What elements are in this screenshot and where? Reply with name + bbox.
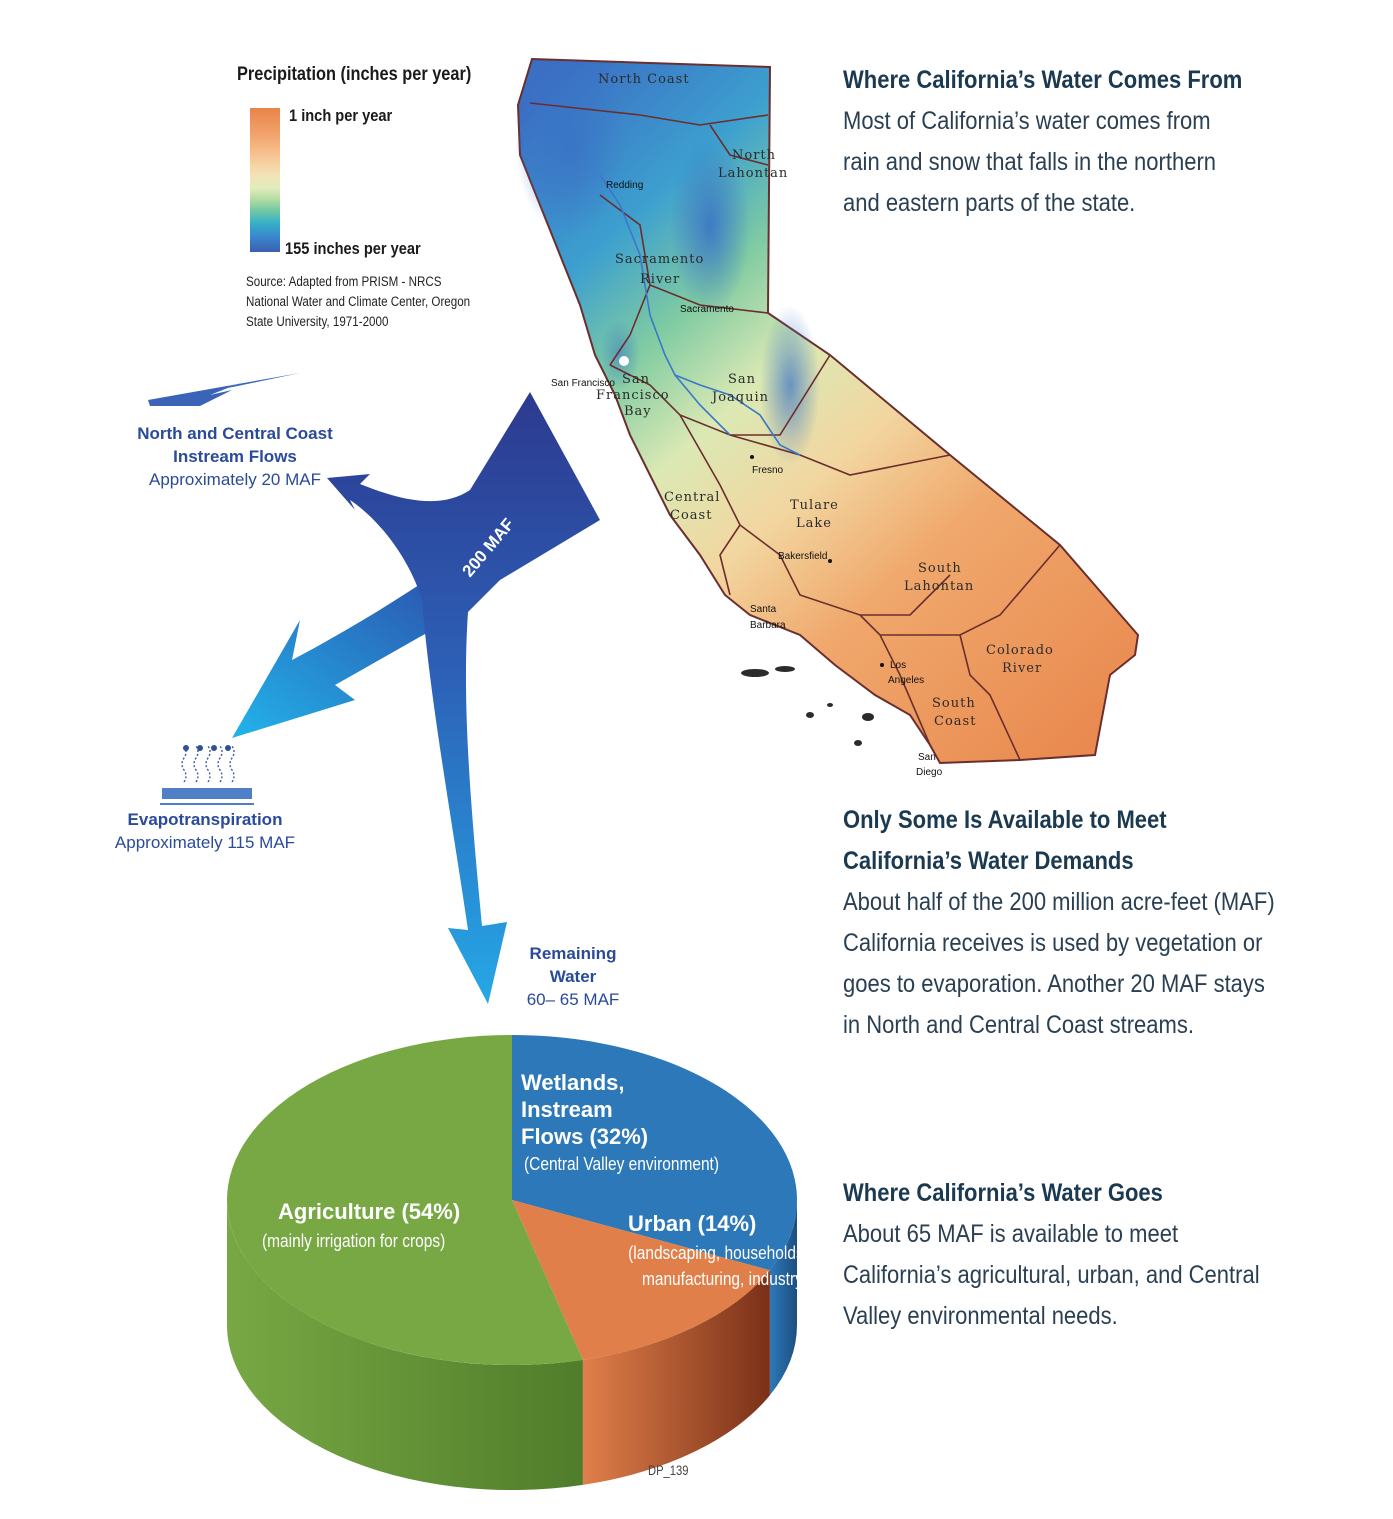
remaining-line2: Water	[549, 967, 597, 986]
section-line: California receives is used by vegetatio…	[843, 929, 1263, 957]
source-line: National Water and Climate Center, Orego…	[246, 294, 471, 309]
section-heading: Only Some Is Available to Meet	[843, 806, 1167, 834]
section-line: About half of the 200 million acre-feet …	[843, 888, 1275, 916]
region-label: South	[918, 561, 962, 576]
main-flow-arrow	[327, 392, 600, 1004]
evapotranspiration-arrow	[232, 560, 470, 738]
evapo-line1: Evapotranspiration	[127, 810, 283, 829]
region-label: Coast	[934, 714, 977, 729]
region-label: San	[728, 372, 757, 387]
region-label: Francisco	[596, 388, 670, 403]
wetlands-title-line: Flows (32%)	[521, 1124, 649, 1149]
pie-label-agriculture: Agriculture (54%)	[278, 1198, 460, 1225]
remaining-water-label: Remaining Water 60– 65 MAF	[508, 942, 638, 1011]
section-line: rain and snow that falls in the northern	[843, 148, 1217, 176]
region-label: North	[732, 148, 777, 163]
section-where-water-goes: Where California’s Water Goes About 65 M…	[843, 1173, 1316, 1337]
region-label: Central	[664, 490, 721, 505]
section-line: California’s agricultural, urban, and Ce…	[843, 1261, 1260, 1289]
region-label: Coast	[670, 508, 713, 523]
instream-flow-icon	[148, 373, 300, 406]
region-label: River	[640, 272, 681, 287]
pie-slice-agriculture	[226, 1035, 583, 1365]
region-label: South	[932, 696, 976, 711]
evapo-line2: Approximately 115 MAF	[114, 833, 296, 852]
pie-side-wetlands	[769, 1200, 798, 1396]
source-line: State University, 1971-2000	[246, 314, 389, 329]
section-line: About 65 MAF is available to meet	[843, 1220, 1179, 1248]
region-label: Bay	[624, 404, 652, 419]
section-heading: California’s Water Demands	[843, 847, 1134, 875]
city-label: San Francisco	[551, 378, 615, 389]
section-line: and eastern parts of the state.	[843, 189, 1136, 217]
region-label: Lahontan	[904, 579, 975, 594]
section-where-water-comes-from: Where California’s Water Comes From Most…	[843, 60, 1297, 224]
legend-bottom-label: 155 inches per year	[285, 239, 421, 258]
city-label: Santa	[750, 604, 777, 615]
evapotranspiration-label: Evapotranspiration Approximately 115 MAF	[100, 808, 310, 854]
urban-title: Urban (14%)	[628, 1211, 757, 1236]
document-code: DP_139	[648, 1462, 689, 1478]
legend-top-label: 1 inch per year	[289, 106, 393, 125]
north-coast-line1: North and Central Coast	[137, 424, 333, 443]
city-label: Diego	[916, 767, 943, 778]
section-line: in North and Central Coast streams.	[843, 1011, 1194, 1039]
city-label: Fresno	[752, 465, 784, 476]
legend-source: Source: Adapted from PRISM - NRCS Nation…	[246, 272, 495, 332]
pie-label-urban: Urban (14%)	[628, 1210, 756, 1237]
region-label: Sacramento	[615, 252, 705, 267]
california-precipitation-map	[515, 55, 1140, 765]
section-heading: Where California’s Water Comes From	[843, 66, 1243, 94]
section-heading: Where California’s Water Goes	[843, 1179, 1163, 1207]
region-label: North Coast	[598, 72, 690, 87]
precipitation-color-ramp	[250, 108, 280, 252]
remaining-line3: 60– 65 MAF	[526, 990, 620, 1009]
agriculture-sub: (mainly irrigation for crops)	[262, 1231, 446, 1251]
pie-side-urban	[582, 1270, 770, 1485]
region-label: Tulare	[790, 498, 839, 513]
pie-slice-urban	[512, 1200, 770, 1360]
wetlands-sub: (Central Valley environment)	[524, 1154, 720, 1174]
pie-label-wetlands: Wetlands, Instream Flows (32%)	[521, 1069, 648, 1150]
city-label: Sacramento	[680, 304, 734, 315]
evaporation-icon	[160, 745, 254, 805]
source-line: Source: Adapted from PRISM - NRCS	[246, 274, 442, 289]
section-line: Valley environmental needs.	[843, 1302, 1118, 1330]
city-label: Angeles	[888, 675, 925, 686]
city-label: San	[918, 752, 936, 763]
region-label: Lahontan	[718, 166, 789, 181]
pie-side-agriculture	[226, 1200, 583, 1490]
remaining-line1: Remaining	[529, 944, 617, 963]
city-label: Los	[890, 660, 907, 671]
north-coast-flow-label: North and Central Coast Instream Flows A…	[120, 422, 350, 491]
region-label: Joaquin	[712, 390, 770, 405]
legend-title: Precipitation (inches per year)	[237, 64, 472, 85]
region-label: Colorado	[986, 643, 1054, 658]
north-coast-line3: Approximately 20 MAF	[149, 470, 321, 489]
region-label: Lake	[796, 516, 832, 531]
pie-slice-wetlands	[512, 1035, 797, 1271]
agriculture-title: Agriculture (54%)	[278, 1199, 461, 1224]
region-label: San	[622, 372, 651, 387]
section-line: goes to evaporation. Another 20 MAF stay…	[843, 970, 1265, 998]
city-label: Bakersfield	[778, 551, 828, 562]
city-label: Barbara	[750, 620, 786, 631]
islands	[741, 666, 874, 746]
urban-sub: (landscaping, households, manufacturing,…	[597, 1240, 808, 1292]
city-label: Redding	[606, 180, 644, 191]
san-francisco-marker	[619, 356, 629, 366]
urban-sub-line: manufacturing, industry)	[641, 1269, 808, 1289]
region-label: River	[1002, 661, 1043, 676]
rivers	[599, 174, 801, 456]
section-only-some-available: Only Some Is Available to Meet Californi…	[843, 800, 1334, 1046]
hydrologic-region-boundaries	[529, 102, 1061, 761]
section-line: Most of California’s water comes from	[843, 107, 1211, 135]
north-coast-line2: Instream Flows	[173, 447, 297, 466]
urban-sub-line: (landscaping, households,	[628, 1243, 808, 1263]
wetlands-title-line: Wetlands,	[521, 1070, 625, 1095]
wetlands-title-line: Instream	[521, 1097, 613, 1122]
